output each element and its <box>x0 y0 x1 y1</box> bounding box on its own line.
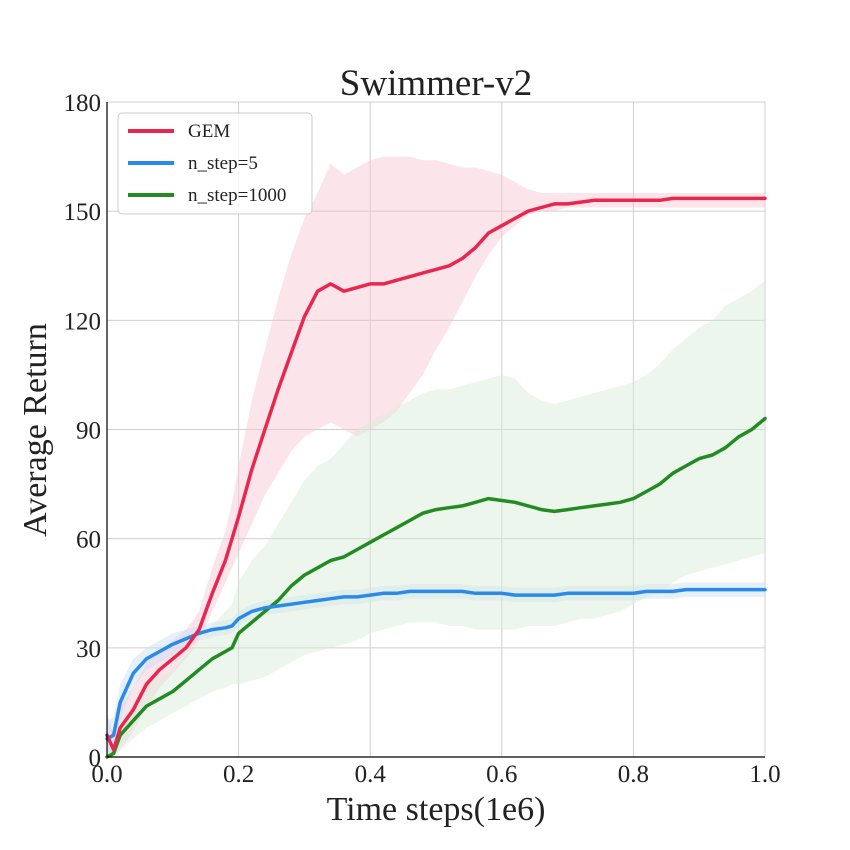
legend-label-gem: GEM <box>188 121 230 142</box>
series-line-n-step-5 <box>105 587 767 741</box>
series-line-gem <box>105 196 767 752</box>
series-lines <box>105 196 767 759</box>
y-tick-label: 180 <box>64 90 102 117</box>
legend-label-n-step-1000: n_step=1000 <box>188 185 286 206</box>
x-tick-label: 1.0 <box>749 761 780 788</box>
chart-title: Swimmer-v2 <box>340 63 532 104</box>
x-axis-title: Time steps(1e6) <box>327 791 546 828</box>
y-tick-label: 60 <box>76 527 101 554</box>
legend: GEM n_step=5 n_step=1000 <box>117 112 313 215</box>
x-tick-label: 0.0 <box>91 761 122 788</box>
y-tick-label: 150 <box>64 199 102 226</box>
band-gem <box>107 156 765 758</box>
grid <box>106 101 766 758</box>
x-tick-label: 0.8 <box>618 761 649 788</box>
x-tick-label: 0.2 <box>223 761 254 788</box>
legend-box <box>117 112 313 215</box>
legend-label-n-step-5: n_step=5 <box>188 153 258 174</box>
x-tick-label: 0.6 <box>486 761 517 788</box>
x-tick-label: 0.4 <box>355 761 387 788</box>
y-tick-label: 0 <box>89 745 102 772</box>
y-axis-title: Average Return <box>17 323 54 537</box>
tick-labels: 0.0 0.2 0.4 0.6 0.8 1.0 0 30 60 90 120 150 180 <box>64 90 781 788</box>
series-line-n-step-1000 <box>105 416 767 759</box>
band-n-step-1000 <box>107 280 765 757</box>
axes <box>106 102 765 758</box>
y-tick-label: 120 <box>64 308 102 335</box>
confidence-bands <box>107 156 765 758</box>
y-tick-label: 90 <box>76 418 101 445</box>
y-tick-label: 30 <box>76 636 101 663</box>
